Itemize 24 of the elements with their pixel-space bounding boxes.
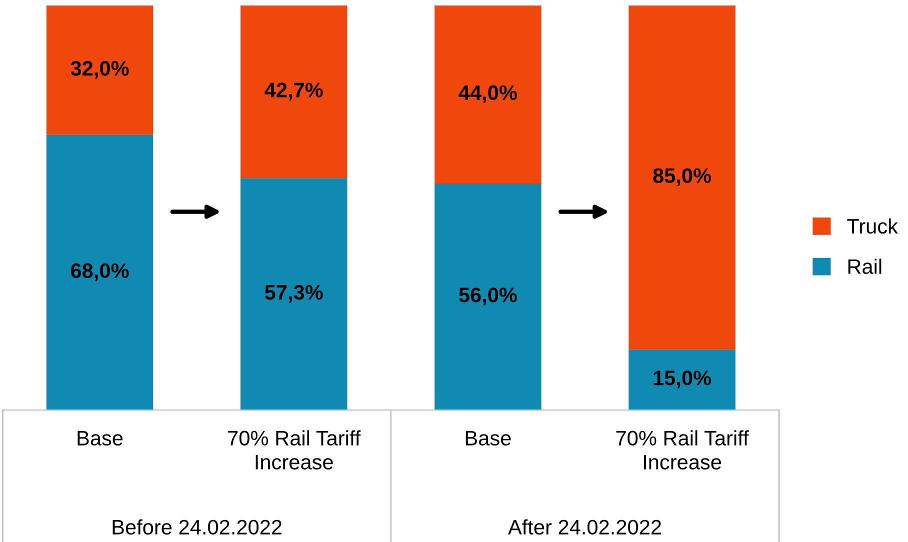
- x-tick-label: 70% Rail Tariff Increase: [228, 430, 361, 470]
- bar: [434, 5, 542, 184]
- data-label: 57,3%: [264, 284, 323, 303]
- data-label: 15,0%: [654, 370, 712, 388]
- bar: [240, 178, 348, 410]
- x-tick-label: Base: [466, 431, 511, 446]
- text: After 24.02.2022: [508, 519, 661, 535]
- text: Before 24.02.2022: [112, 519, 282, 535]
- legend-label: Truck: [847, 218, 898, 234]
- data-label: 85,0%: [653, 168, 712, 186]
- bar: [46, 5, 154, 135]
- bar: [434, 183, 542, 410]
- bar: [46, 134, 154, 410]
- bar: [628, 349, 736, 410]
- data-label: 44,0%: [458, 85, 517, 104]
- x-tick-label: 70% Rail Tariff Increase: [616, 430, 749, 470]
- data-label: 42,7%: [264, 82, 323, 100]
- legend-label: Rail: [848, 258, 882, 274]
- data-label: 56,0%: [459, 288, 517, 306]
- data-label: 32,0%: [70, 60, 129, 79]
- bar: [628, 5, 736, 350]
- x-tick-label: Base: [78, 431, 123, 446]
- data-label: 68,0%: [70, 263, 129, 282]
- bar: [240, 5, 348, 178]
